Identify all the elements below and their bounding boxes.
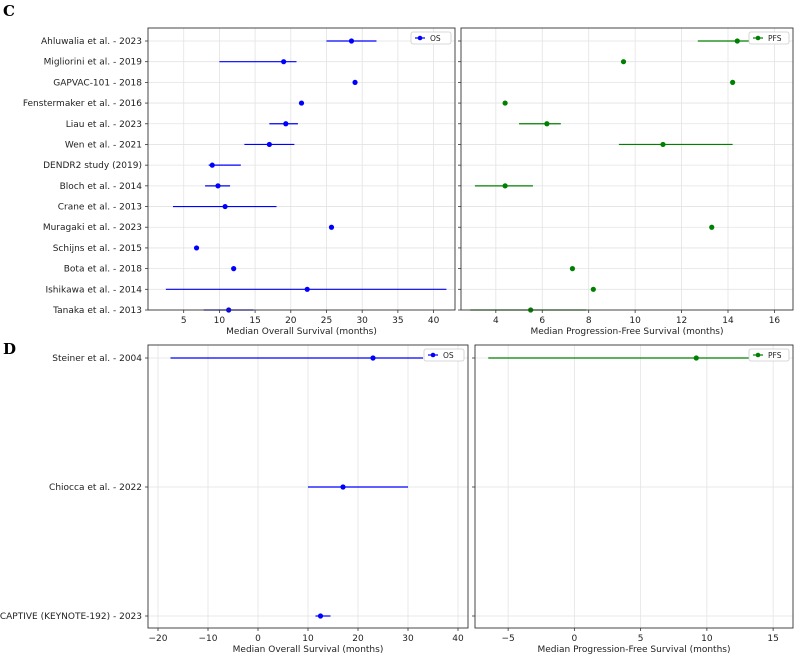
legend-label: PFS xyxy=(768,34,782,43)
legend-box xyxy=(410,31,452,45)
estimate-point xyxy=(328,224,335,230)
x-tick-label: 10 xyxy=(214,316,226,326)
estimate-point xyxy=(693,355,699,361)
x-tick-label: 15 xyxy=(767,634,778,644)
estimate-point xyxy=(569,266,576,272)
estimate-point xyxy=(209,162,215,168)
estimate-point xyxy=(370,355,376,361)
x-tick-label: 10 xyxy=(701,634,713,644)
x-tick-label: 0 xyxy=(255,634,261,644)
x-tick-label: 5 xyxy=(638,634,644,644)
study-label: CAPTIVE (KEYNOTE-192) - 2023 xyxy=(0,612,142,622)
study-label: Wen et al. - 2021 xyxy=(65,140,142,150)
estimate-point xyxy=(502,183,508,189)
x-tick-label: 4 xyxy=(493,316,499,326)
legend-label: OS xyxy=(430,34,441,43)
study-label: Schijns et al. - 2015 xyxy=(53,244,142,254)
study-label: Crane et al. - 2013 xyxy=(58,203,142,213)
study-label: DENDR2 study (2019) xyxy=(43,161,142,171)
study-label: Bloch et al. - 2014 xyxy=(60,182,143,192)
estimate-point xyxy=(734,38,740,44)
plot-panel-3: −20 −10 0 10 20 30 40 Steiner et al. - 2004 Chio… xyxy=(0,344,469,655)
estimate-point xyxy=(502,100,508,106)
study-label: Chiocca et al. - 2022 xyxy=(49,483,142,493)
estimate-point xyxy=(317,613,324,619)
x-tick-label: −5 xyxy=(501,634,514,644)
x-tick-label: 40 xyxy=(428,316,440,326)
x-axis-label: Median Progression-Free Survival (months… xyxy=(538,645,731,655)
estimate-point xyxy=(304,286,310,292)
x-tick-label: −10 xyxy=(199,634,218,644)
estimate-point xyxy=(231,266,237,272)
estimate-point xyxy=(340,484,346,490)
x-tick-label: 15 xyxy=(249,316,260,326)
x-tick-label: 25 xyxy=(321,316,332,326)
estimate-point xyxy=(222,203,228,210)
x-tick-label: 20 xyxy=(285,316,297,326)
legend-marker xyxy=(430,352,436,358)
panel-letter-d: D xyxy=(3,340,16,358)
plot-panel-4: −5 0 5 10 15 PFS Median Progression-Free Survi… xyxy=(472,344,794,655)
estimate-point xyxy=(283,121,289,127)
study-label: Liau et al. - 2023 xyxy=(66,120,142,130)
estimate-point xyxy=(266,141,272,148)
panel-letter-c: C xyxy=(3,2,15,20)
x-tick-label: 8 xyxy=(586,316,592,326)
estimate-point xyxy=(660,141,666,148)
x-tick-label: 30 xyxy=(356,316,368,326)
x-tick-label: −20 xyxy=(149,634,168,644)
axes-frame xyxy=(147,27,456,311)
estimate-point xyxy=(281,59,287,65)
axes-frame xyxy=(474,344,794,629)
x-tick-label: 0 xyxy=(572,634,578,644)
legend-box xyxy=(748,31,790,45)
study-label: Steiner et al. - 2004 xyxy=(52,354,142,364)
legend-box xyxy=(748,348,790,362)
x-axis-label: Median Overall Survival (months) xyxy=(233,645,384,655)
plot-panel-1: 5 10 15 20 25 30 35 40 Ahluwalia et al. - 2023 Mi… xyxy=(23,27,456,337)
x-tick-label: 10 xyxy=(302,634,314,644)
axes-frame xyxy=(460,27,794,311)
study-label: Tanaka et al. - 2013 xyxy=(52,306,142,316)
estimate-point xyxy=(590,286,596,292)
estimate-point xyxy=(215,183,221,189)
x-tick-label: 30 xyxy=(402,634,414,644)
x-tick-label: 10 xyxy=(629,316,641,326)
legend-box xyxy=(423,348,465,362)
legend-label: PFS xyxy=(768,351,782,360)
legend-marker xyxy=(755,352,761,358)
study-label: Muragaki et al. - 2023 xyxy=(43,223,142,233)
study-label: Fenstermaker et al. - 2016 xyxy=(23,99,142,109)
estimate-point xyxy=(709,224,715,230)
estimate-point xyxy=(730,79,736,85)
estimate-point xyxy=(348,38,355,44)
study-label: Ishikawa et al. - 2014 xyxy=(45,285,142,295)
legend-label: OS xyxy=(443,351,454,360)
study-label: GAPVAC-101 - 2018 xyxy=(53,78,142,88)
x-tick-label: 20 xyxy=(352,634,364,644)
plot-panel-2: 4 6 8 10 12 14 16 PFS Median Progression-Free Su… xyxy=(458,27,794,337)
x-tick-label: 6 xyxy=(539,316,545,326)
axes-frame xyxy=(147,344,469,629)
x-tick-label: 5 xyxy=(181,316,187,326)
legend-marker xyxy=(755,35,761,41)
study-label: Migliorini et al. - 2019 xyxy=(44,58,143,68)
estimate-point xyxy=(193,245,200,251)
x-tick-label: 14 xyxy=(722,316,734,326)
x-tick-label: 16 xyxy=(769,316,781,326)
study-label: Bota et al. - 2018 xyxy=(64,265,143,275)
x-tick-label: 12 xyxy=(676,316,687,326)
x-axis-label: Median Progression-Free Survival (months… xyxy=(531,327,724,337)
x-tick-label: 40 xyxy=(452,634,464,644)
x-axis-label: Median Overall Survival (months) xyxy=(226,327,377,337)
x-tick-label: 35 xyxy=(392,316,403,326)
estimate-point xyxy=(352,79,358,85)
study-label: Ahluwalia et al. - 2023 xyxy=(41,37,142,47)
estimate-point xyxy=(298,100,305,106)
legend-marker xyxy=(417,35,423,41)
estimate-point xyxy=(544,121,550,127)
estimate-point xyxy=(620,59,627,65)
